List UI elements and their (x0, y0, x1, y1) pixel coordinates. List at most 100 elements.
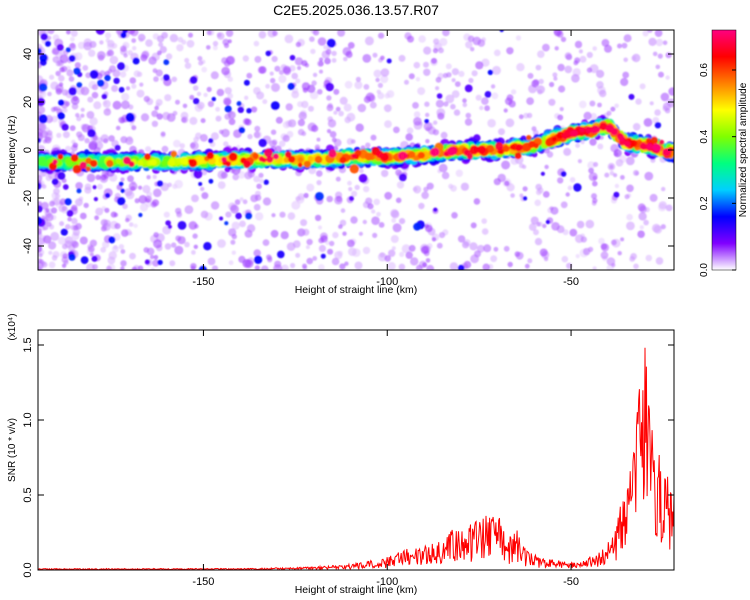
spectrogram-cell (308, 105, 314, 112)
spectrogram-cell (169, 260, 176, 267)
spectrogram-cell (294, 57, 303, 66)
spectrogram-cell (626, 213, 633, 221)
spectrogram-cell (58, 75, 65, 82)
spectrogram-cell (270, 229, 279, 238)
spectrogram-cell (125, 217, 130, 223)
spectrogram-cell (79, 212, 87, 220)
spectrogram-cell (651, 223, 661, 233)
spectrogram-cell (534, 237, 543, 246)
spectrogram-cell (556, 131, 564, 139)
spectrogram-cell (75, 198, 83, 207)
spectrogram-cell (658, 201, 667, 210)
spectrogram-cell (131, 83, 137, 89)
spectrogram-cell (192, 85, 199, 91)
spectrogram-cell (318, 61, 324, 67)
spectrogram-cell (66, 30, 71, 35)
spectrogram-cell (118, 86, 125, 93)
spectrogram-cell (487, 69, 494, 76)
spectrogram-cell (223, 97, 232, 106)
spectrogram-cell (413, 222, 421, 231)
spectrogram-cell (652, 51, 658, 57)
spectrogram-cell (413, 61, 421, 69)
spectrogram-cell (398, 263, 406, 270)
spectrogram-cell (601, 39, 610, 47)
spectrogram-cell (582, 247, 591, 256)
spectrogram-cell (65, 145, 72, 152)
spectrogram-cell (129, 77, 137, 84)
spectrogram-cell (80, 86, 90, 96)
spectrogram-cell (201, 66, 208, 73)
spectrogram-cell (378, 222, 385, 228)
spectrogram-cell (371, 209, 376, 214)
spectrogram-cell (350, 216, 358, 224)
spectrogram-cell (201, 192, 209, 200)
spectrogram-cell (484, 105, 490, 112)
spectrogram-cell (655, 257, 664, 265)
spectrogram-cell (38, 205, 43, 213)
spectrogram-cell (85, 166, 91, 172)
spectrogram-cell (153, 239, 163, 249)
spectrogram-cell (46, 35, 52, 41)
spectrogram-cell (447, 146, 457, 156)
spectrogram-cell (363, 84, 370, 90)
spectrogram-cell (119, 71, 127, 78)
spectrogram-cell (258, 31, 267, 39)
spectrogram-cell (576, 220, 585, 229)
spectrogram-cell (628, 93, 635, 100)
spectrogram-cell (396, 181, 405, 189)
spectrogram-cell (425, 258, 431, 263)
spectrogram-cell (565, 192, 570, 197)
spectrogram-cell (100, 219, 108, 227)
spectrogram-cell (514, 152, 522, 160)
spectrogram-cell (255, 212, 264, 221)
spectrogram-cell (138, 185, 143, 190)
spectrogram-cell (436, 242, 443, 249)
spectrogram-cell (200, 118, 206, 124)
spectrogram-cell (343, 56, 348, 62)
spectrogram-cell (526, 135, 532, 141)
spectrogram-cell (75, 182, 83, 190)
spectrogram-cell (244, 259, 254, 269)
spectrogram-cell (231, 221, 240, 230)
spectrogram-cell (347, 180, 352, 186)
spectrogram-cell (585, 126, 593, 134)
spectrogram-cell (46, 221, 52, 227)
spectrogram-cell (552, 72, 558, 78)
spectrogram-cell (76, 82, 83, 88)
spectrogram-cell (238, 126, 245, 134)
spectrogram-cell (106, 265, 112, 270)
spectrogram-cell (596, 81, 604, 89)
spectrogram-cell (297, 157, 303, 163)
spectrogram-cell (121, 229, 129, 237)
spectrogram-cell (445, 94, 455, 104)
spectrogram-cell (437, 112, 445, 120)
spectrogram-cell (660, 224, 666, 230)
spectrogram-cell (163, 59, 170, 66)
spectrogram-cell (161, 159, 168, 166)
spectrogram-cell (412, 102, 419, 109)
spectrogram-cell (212, 40, 219, 47)
spectrogram-cell (618, 135, 625, 142)
spectrogram-cell (613, 173, 618, 178)
spectrogram-panel: -150 -100 -50 40 20 0 -20 -40 Height of straigh… (7, 29, 675, 296)
spectrogram-cell (72, 142, 79, 148)
spectrogram-cell (71, 204, 78, 212)
spectrogram-cell (62, 131, 70, 139)
spectrogram-cell (301, 131, 307, 137)
spectrogram-cell (264, 148, 273, 158)
spectrogram-cell (560, 201, 568, 209)
spectrogram-cell (379, 252, 385, 258)
spectrogram-cell (75, 223, 82, 230)
spectrogram-cell (173, 139, 181, 148)
spectrogram-cell (317, 37, 327, 46)
spectrogram-cell (338, 224, 343, 229)
spectrogram-cell (317, 89, 323, 95)
spectrogram-cell (120, 32, 127, 39)
spectrogram-cell (117, 62, 126, 71)
spectrogram-cell (658, 71, 664, 78)
spectrogram-cell (228, 111, 236, 119)
spectrogram-cell (338, 110, 344, 117)
spectrogram-cell (89, 41, 97, 48)
spectrogram-cell (630, 253, 637, 260)
spectrogram-cell (343, 103, 352, 112)
